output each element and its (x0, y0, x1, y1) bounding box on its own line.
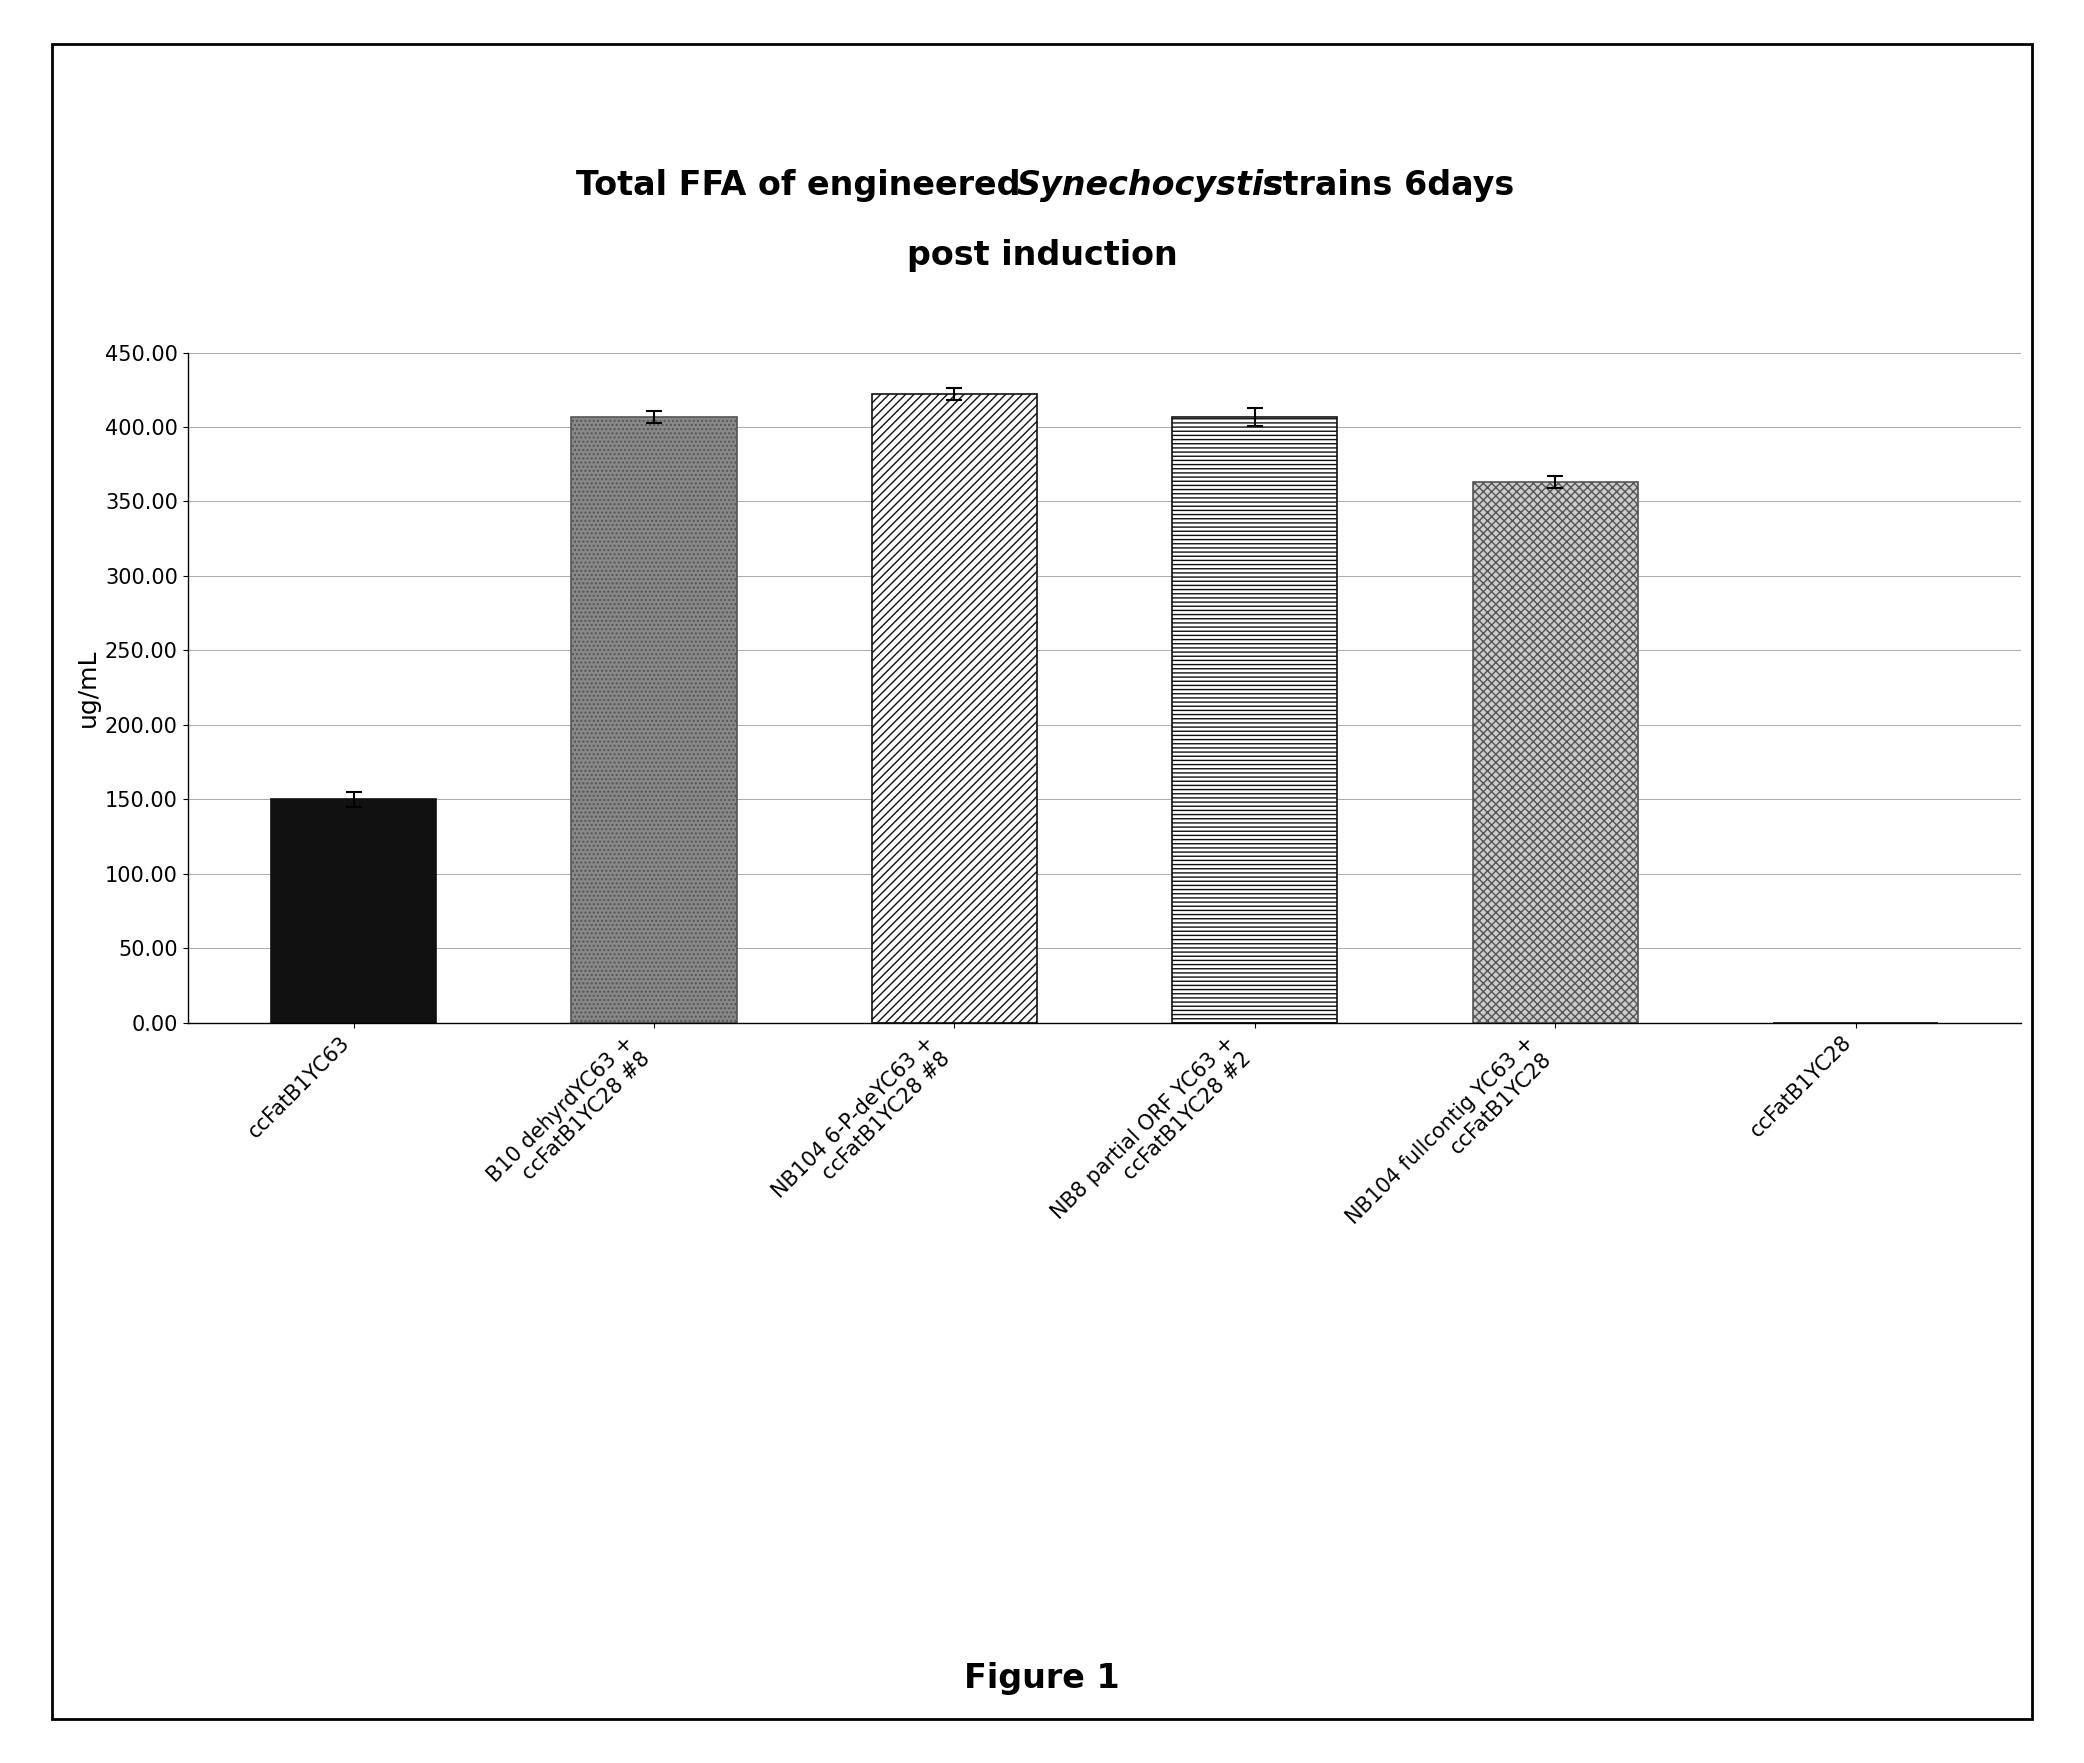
Bar (1473, 481, 1638, 1023)
Text: post induction: post induction (907, 240, 1177, 272)
Text: Figure 1: Figure 1 (965, 1663, 1119, 1694)
Bar (1171, 416, 1338, 1023)
Bar (571, 416, 736, 1023)
Y-axis label: ug/mL: ug/mL (75, 649, 100, 726)
Text: Total FFA of engineered: Total FFA of engineered (577, 169, 1032, 201)
Text: Synechocystis: Synechocystis (1017, 169, 1284, 201)
Bar (871, 395, 1038, 1023)
Bar (271, 799, 436, 1023)
Text: strains 6days: strains 6days (1250, 169, 1515, 201)
